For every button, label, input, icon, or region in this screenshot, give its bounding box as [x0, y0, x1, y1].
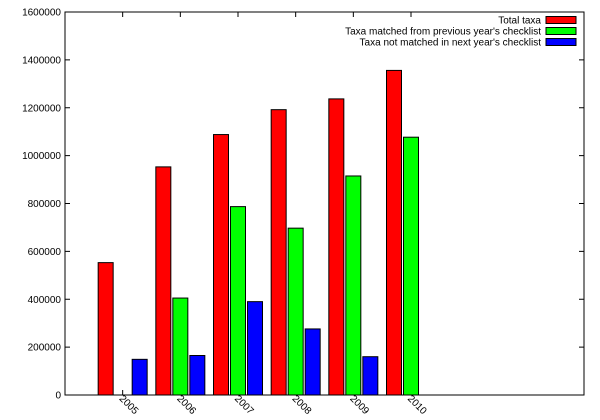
- x-tick-label: 2007: [232, 393, 256, 417]
- bar-2-2007: [247, 301, 263, 396]
- y-tick-label: 400000: [28, 295, 62, 306]
- y-tick-label: 1000000: [22, 151, 61, 162]
- bar-1-2008: [287, 227, 304, 396]
- bar-0-2009: [328, 98, 345, 396]
- y-tick-label: 200000: [28, 343, 62, 354]
- legend-label: Total taxa: [498, 16, 541, 27]
- bar-2-2006: [189, 355, 206, 396]
- legend-swatch: [545, 27, 577, 35]
- legend-label: Taxa not matched in next year's checklis…: [360, 38, 542, 49]
- bar-2-2005: [131, 358, 148, 396]
- x-tick-label: 2005: [117, 393, 141, 417]
- bars: [97, 69, 419, 396]
- bar-1-2006: [172, 297, 189, 396]
- y-axis: 0 200000 400000 600000 800000 1000000 1200000 1…: [22, 8, 584, 402]
- bar-0-2010: [386, 69, 402, 396]
- legend-label: Taxa matched from previous year's checkl…: [345, 27, 541, 38]
- y-tick-label: 1200000: [22, 103, 61, 114]
- bar-0-2006: [155, 166, 172, 396]
- bar-0-2008: [270, 109, 287, 396]
- y-tick-label: 800000: [28, 199, 62, 210]
- legend-swatch: [545, 38, 577, 46]
- y-tick-label: 600000: [28, 247, 62, 258]
- bar-1-2010: [403, 136, 419, 396]
- y-tick-label: 0: [55, 391, 61, 402]
- plot-frame: [64, 11, 585, 396]
- bar-2-2009: [362, 356, 379, 396]
- bar-0-2007: [213, 134, 229, 396]
- x-tick-label: 2008: [290, 393, 314, 417]
- y-tick-label: 1400000: [22, 55, 61, 66]
- y-tick-label: 1600000: [22, 8, 61, 19]
- x-tick-label: 2006: [174, 393, 198, 417]
- bar-2-2008: [304, 328, 321, 396]
- bar-1-2009: [345, 175, 362, 396]
- bar-0-2005: [97, 262, 114, 396]
- x-tick-label: 2010: [405, 393, 429, 417]
- x-tick-label: 2009: [347, 393, 371, 417]
- bar-1-2007: [230, 206, 246, 396]
- legend-swatch: [545, 16, 577, 24]
